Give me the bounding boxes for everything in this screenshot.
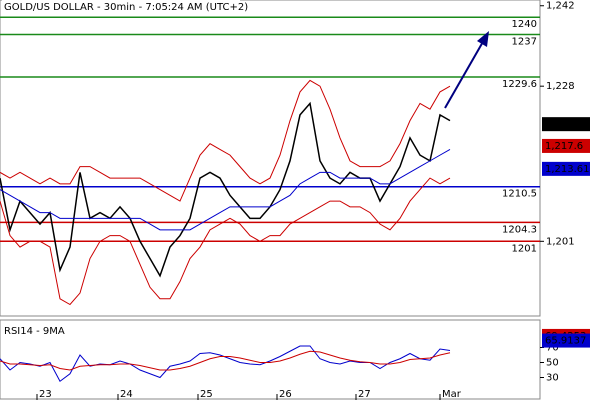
rsi-line xyxy=(0,350,451,371)
level-label: 1201 xyxy=(512,243,537,254)
title-bg xyxy=(2,0,240,13)
rsi-panel xyxy=(0,319,541,400)
x-tick-label: Mar xyxy=(442,389,462,400)
rsi-title: RSI14 - 9MA xyxy=(4,326,65,337)
price-tag xyxy=(542,138,590,153)
level-label: 1204.3 xyxy=(502,224,537,235)
level-label: 1229.6 xyxy=(502,79,537,90)
price-tag-label: 1,221.39 xyxy=(545,119,590,130)
y-tick-label: 1,201 xyxy=(546,236,575,247)
x-tick-label: 23 xyxy=(39,389,52,400)
x-tick-label: 26 xyxy=(279,389,292,400)
price-tag-label: 1,213.61 xyxy=(545,164,590,175)
x-tick-label: 27 xyxy=(358,389,371,400)
forecast-arrow xyxy=(444,39,485,109)
price-tag-label: 1,217.6 xyxy=(545,141,583,152)
series-line xyxy=(0,177,451,306)
series-line xyxy=(0,101,451,278)
y-tick-label: 1,242 xyxy=(546,1,575,12)
price-tag xyxy=(542,161,590,176)
level-label: 1237 xyxy=(512,36,537,47)
series-line xyxy=(0,79,451,202)
series-line xyxy=(0,148,451,231)
y-tick-label: 1,228 xyxy=(546,81,575,92)
rsi-tick-label: 50 xyxy=(546,358,559,369)
rsi-tag xyxy=(542,333,590,348)
rsi-tag-label: 65.9137 xyxy=(545,336,586,347)
arrow-head xyxy=(477,31,489,47)
price-tag xyxy=(542,117,590,132)
rsi-tick-label: 70 xyxy=(546,343,559,354)
chart-title: GOLD/US DOLLAR - 30min - 7:05:24 AM (UTC… xyxy=(4,2,248,13)
x-tick-label: 24 xyxy=(120,389,133,400)
rsi-tick-label: 30 xyxy=(546,373,559,384)
x-tick-label: 25 xyxy=(200,389,213,400)
level-label: 1240 xyxy=(512,19,537,30)
main-panel xyxy=(0,0,541,317)
level-label: 1210.5 xyxy=(502,189,537,200)
